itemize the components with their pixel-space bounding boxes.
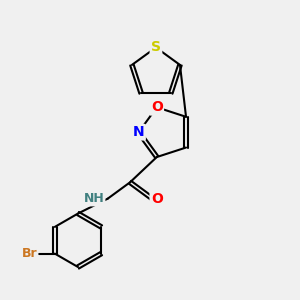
Text: O: O (151, 100, 163, 114)
Text: O: O (151, 192, 163, 206)
Text: N: N (133, 125, 145, 139)
Text: S: S (151, 40, 161, 55)
Text: Br: Br (21, 247, 37, 260)
Text: NH: NH (83, 192, 104, 205)
